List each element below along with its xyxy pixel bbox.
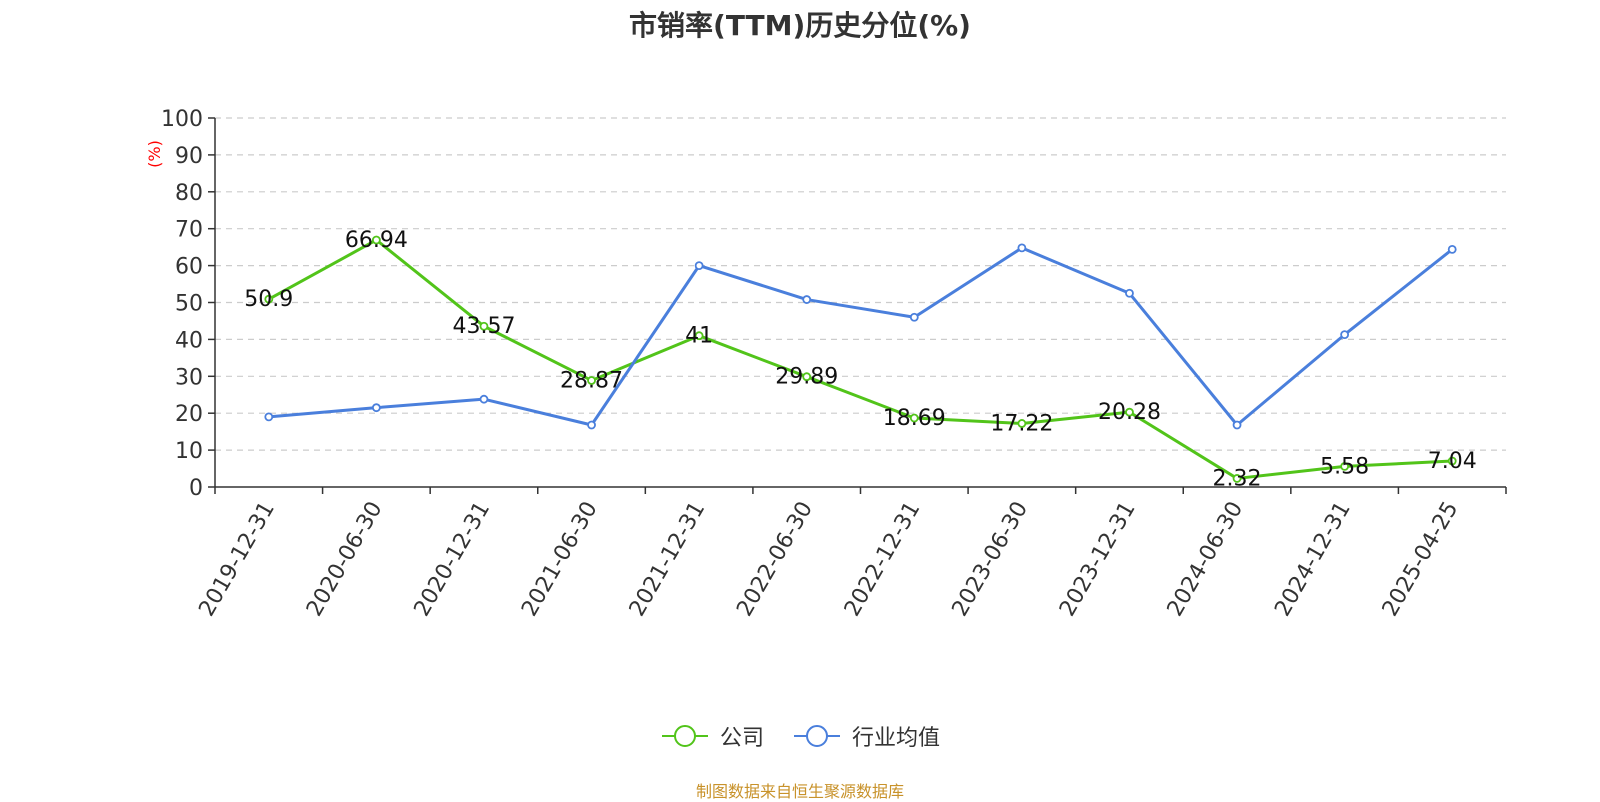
label-layer: 50.9 66.94 43.57 28.87 41 29.89 18.69 17.22 20.2… — [244, 228, 1476, 491]
y-axis-label: (%) — [145, 140, 164, 168]
data-point-1[interactable] — [371, 403, 381, 413]
data-label: 17.22 — [990, 411, 1053, 436]
series-layer — [264, 235, 1457, 483]
data-label: 18.69 — [883, 406, 946, 431]
data-label: 20.28 — [1098, 400, 1161, 425]
data-point-0[interactable] — [264, 294, 274, 304]
x-tick-label: 2023-12-31 — [1055, 498, 1141, 621]
data-point-0[interactable] — [1125, 407, 1134, 417]
data-point-1[interactable] — [1017, 243, 1027, 253]
data-label: 50.9 — [244, 287, 293, 312]
data-point-1[interactable] — [264, 412, 274, 422]
y-tick-label: 90 — [175, 144, 203, 169]
x-tick-label: 2019-12-31 — [194, 498, 280, 621]
series-line-0 — [268, 238, 1453, 480]
data-label: 5.58 — [1320, 454, 1369, 479]
data-point-1[interactable] — [479, 394, 489, 404]
y-tick-label: 80 — [175, 181, 203, 206]
x-tick-label: 2025-04-25 — [1378, 498, 1464, 621]
data-point-0[interactable] — [1340, 462, 1350, 471]
data-point-0[interactable] — [909, 413, 919, 423]
x-tick-label: 2020-12-31 — [410, 498, 496, 621]
data-point-0[interactable] — [1447, 456, 1457, 466]
y-tick-label: 10 — [175, 439, 203, 464]
data-point-0[interactable] — [1232, 474, 1242, 483]
x-tick-label: 2021-06-30 — [517, 498, 603, 621]
legend-item-company[interactable]: 公司 — [660, 720, 764, 752]
data-point-0[interactable] — [371, 235, 381, 245]
legend-marker-company-icon — [661, 725, 708, 747]
data-label: 29.89 — [775, 365, 838, 390]
data-label: 28.87 — [560, 368, 623, 393]
data-label: 43.57 — [452, 314, 515, 339]
x-tick-label: 2024-06-30 — [1163, 498, 1249, 621]
data-point-0[interactable] — [802, 372, 812, 382]
data-point-1[interactable] — [1340, 330, 1350, 340]
data-point-0[interactable] — [479, 321, 489, 331]
source-note: 制图数据来自恒生聚源数据库 — [695, 782, 904, 801]
y-tick-label: 70 — [175, 218, 203, 243]
y-tick-label: 0 — [189, 476, 203, 501]
chart-title: 市销率(TTM)历史分位(%) — [629, 9, 971, 42]
x-tick-label: 2024-12-31 — [1270, 498, 1356, 621]
y-tick-label: 100 — [161, 107, 203, 132]
data-point-0[interactable] — [587, 376, 596, 385]
y-tick-label: 20 — [175, 402, 203, 427]
y-tick-label: 30 — [175, 365, 203, 390]
y-tick-label: 40 — [175, 328, 203, 353]
grid-layer — [215, 117, 1506, 451]
legend-label-industry-avg: 行业均值 — [852, 726, 941, 751]
data-point-1[interactable] — [587, 420, 596, 430]
data-point-1[interactable] — [1125, 288, 1134, 298]
legend-label-company: 公司 — [719, 726, 764, 751]
x-tick-label: 2020-06-30 — [302, 498, 388, 621]
y-tick-label: 50 — [175, 292, 203, 317]
legend-item-industry-avg[interactable]: 行业均值 — [792, 720, 940, 752]
data-point-1[interactable] — [694, 261, 704, 271]
data-point-1[interactable] — [1232, 420, 1242, 430]
data-point-1[interactable] — [909, 312, 919, 322]
legend: 公司 行业均值 — [0, 720, 1600, 752]
x-tick-label: 2023-06-30 — [947, 498, 1033, 621]
data-point-0[interactable] — [1017, 419, 1027, 428]
data-label: 66.94 — [345, 228, 408, 253]
data-label: 2.32 — [1213, 466, 1262, 491]
data-point-1[interactable] — [802, 295, 812, 304]
series-line-1 — [268, 246, 1454, 427]
data-point-0[interactable] — [694, 331, 704, 341]
data-label: 41 — [685, 324, 713, 349]
data-point-1[interactable] — [1447, 244, 1457, 254]
x-tick-label: 2022-06-30 — [732, 498, 818, 621]
legend-marker-industry-avg-icon — [794, 725, 840, 747]
y-tick-label: 60 — [175, 255, 203, 280]
data-label: 7.04 — [1428, 449, 1477, 474]
x-tick-label: 2022-12-31 — [840, 498, 926, 621]
x-tick-label: 2021-12-31 — [625, 498, 711, 621]
